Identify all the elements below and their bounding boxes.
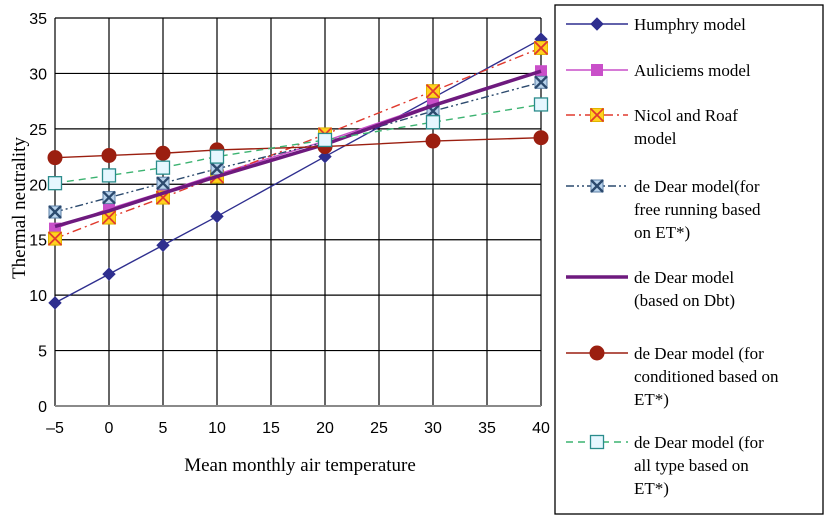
legend-marker: [589, 434, 605, 450]
series-6: [47, 130, 549, 166]
data-point: [102, 190, 116, 205]
legend-label: free running based: [634, 200, 761, 219]
grid: [54, 17, 542, 407]
legend-label: all type based on: [634, 456, 749, 475]
x-tick-label: 20: [316, 420, 334, 437]
y-tick-label: 30: [29, 66, 47, 83]
legend-label: conditioned based on: [634, 367, 779, 386]
legend-label: ET*): [634, 479, 669, 498]
legend-label: de Dear model (for: [634, 433, 764, 452]
legend-label: Nicol and Roaf: [634, 106, 738, 125]
data-point: [534, 75, 548, 90]
series-1: [48, 32, 548, 310]
series-7: [47, 97, 549, 191]
series-2: [49, 65, 547, 235]
data-point: [425, 115, 441, 130]
x-tick-label: 35: [478, 420, 496, 437]
y-tick-label: 35: [29, 11, 47, 28]
legend-label: Humphry model: [634, 15, 746, 34]
series-line: [54, 137, 542, 159]
x-tick-label: 10: [208, 420, 226, 437]
legend-entry-5: de Dear model (based on Dbt): [566, 268, 735, 310]
series-lines: [47, 32, 549, 310]
y-tick-label: 20: [29, 177, 47, 194]
x-axis-title: Mean monthly air temperature: [184, 455, 416, 476]
legend: Humphry model Auliciems model Nicol and Ro…: [554, 4, 824, 515]
data-point: [47, 176, 63, 191]
series-3: [47, 40, 549, 246]
y-tick-label: 0: [38, 399, 47, 416]
data-point: [47, 231, 63, 246]
x-tick-label: 0: [105, 420, 114, 437]
y-axis-title: Thermal neutrality: [9, 137, 30, 279]
data-point: [155, 160, 171, 175]
data-point: [155, 145, 171, 161]
legend-entry-6: de Dear model (for conditioned based on ET…: [566, 344, 779, 409]
y-tick-label: 25: [29, 122, 47, 139]
data-point: [533, 97, 549, 112]
legend-label: on ET*): [634, 223, 690, 242]
legend-entry-4: de Dear model(for free running based on ET…: [566, 177, 761, 242]
data-point: [425, 84, 441, 99]
data-point: [318, 149, 332, 164]
legend-label: Auliciems model: [634, 61, 751, 80]
series-5: [54, 69, 542, 229]
legend-entry-2: Auliciems model: [566, 61, 751, 80]
legend-marker: [590, 179, 604, 193]
x-tick-label: 40: [532, 420, 550, 437]
data-point: [48, 205, 62, 219]
x-tick-label: 5: [159, 420, 168, 437]
data-point: [533, 130, 549, 146]
legend-entry-3: Nicol and Roaf model: [566, 106, 738, 148]
data-point: [210, 161, 224, 176]
data-point: [156, 238, 170, 252]
legend-marker: [589, 345, 605, 361]
series-line: [54, 47, 542, 240]
x-tick-label: 15: [262, 420, 280, 437]
data-point: [210, 209, 224, 224]
legend-label: ET*): [634, 390, 669, 409]
legend-label: de Dear model(for: [634, 177, 760, 196]
data-point: [47, 150, 63, 166]
y-tick-label: 10: [29, 288, 47, 305]
x-tick-label: –5: [46, 420, 64, 437]
legend-label: model: [634, 129, 677, 148]
data-point: [48, 296, 62, 310]
y-tick-label: 5: [38, 344, 47, 361]
legend-label: de Dear model (for: [634, 344, 764, 363]
legend-label: (based on Dbt): [634, 291, 735, 310]
legend-entry-7: de Dear model (for all type based on ET*): [566, 433, 764, 498]
data-point: [102, 267, 116, 281]
data-point: [156, 176, 170, 191]
data-point: [101, 168, 117, 183]
legend-marker: [589, 107, 605, 123]
data-point: [101, 147, 117, 163]
legend-box: [554, 4, 824, 515]
series-line: [54, 69, 542, 229]
data-point: [209, 149, 225, 164]
legend-entry-1: Humphry model: [566, 15, 746, 34]
x-tick-label: 30: [424, 420, 442, 437]
axes: –5 0 5 10 15 20 25 30 35 40 0 5 10 15 20 25 30 35: [29, 11, 550, 437]
y-tick-label: 15: [29, 233, 47, 250]
data-point: [533, 40, 549, 56]
data-point: [425, 133, 441, 149]
series-line: [54, 38, 542, 304]
legend-label: de Dear model: [634, 268, 734, 287]
x-tick-label: 25: [370, 420, 388, 437]
legend-marker: [590, 17, 604, 31]
legend-marker: [591, 64, 603, 76]
data-point: [317, 132, 333, 148]
